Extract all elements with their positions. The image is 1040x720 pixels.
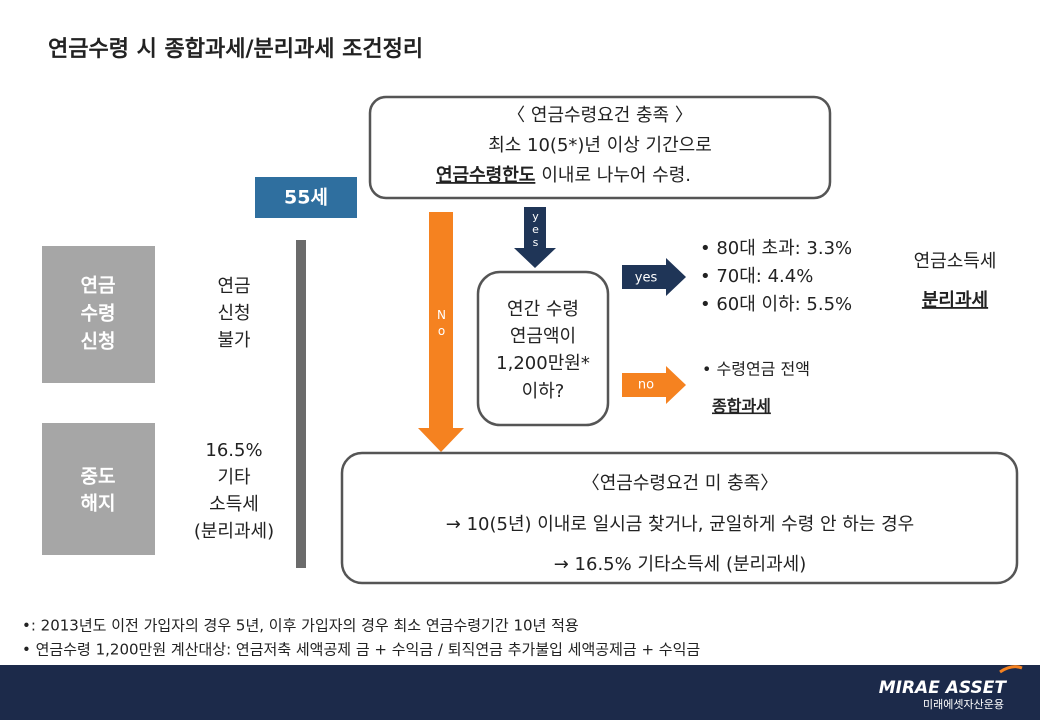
footnote: •: 2013년도 이전 가입자의 경우 5년, 이후 가입자의 경우 최소 연… [22,617,579,635]
age-marker: 55세 [284,187,328,209]
rate-bullet: • 70대: 4.4% [700,266,813,287]
top-line: 최소 10(5*)년 이상 기간으로 [488,135,712,156]
stage-result: 연금 [217,276,250,297]
tax-method: 종합과세 [712,397,771,416]
bottom-line: → 10(5년) 이내로 일시금 찾거나, 균일하게 수령 안 하는 경우 [446,514,914,535]
timeline-bar [296,240,306,568]
logo-name: MIRAE ASSET [879,678,1008,698]
stage-box [42,246,155,383]
yes-label: yes [635,271,658,286]
stage-result: 기타 [217,467,251,488]
stage-result: (분리과세) [194,521,274,542]
question-line: 연금액이 [510,326,576,347]
stage-label: 해지 [81,493,116,515]
stage-result: 소득세 [209,494,259,515]
stage-result: 16.5% [205,440,262,461]
stage-result: 불가 [217,330,250,351]
bottom-line: → 16.5% 기타소득세 (분리과세) [554,554,807,575]
stage-label: 연금 [81,275,116,297]
no-label: no [638,378,654,393]
yes-arrow [514,207,556,268]
no-bullet: • 수령연금 전액 [702,360,810,379]
top-line: 연금수령한도 이내로 나누어 수령. [436,165,691,186]
stage-label: 신청 [81,331,116,353]
bottom-heading: 〈연금수령요건 미 충족〉 [582,473,778,494]
question-box [476,270,610,427]
question-line: 이하? [522,381,565,402]
top-heading: 〈 연금수령요건 충족 〉 [507,105,693,126]
top-box [368,95,832,200]
rate-bullet: • 60대 이하: 5.5% [700,294,852,315]
logo-sub: 미래에셋자산운용 [923,698,1004,711]
footnote: • 연금수령 1,200만원 계산대상: 연금저축 세액공제 금 + 수익금 /… [22,641,700,659]
bottom-box [340,451,1019,585]
rate-bullet: • 80대 초과: 3.3% [700,238,852,259]
question-line: 1,200만원* [496,353,590,374]
tax-method: 분리과세 [922,290,988,311]
footer-bar [0,665,1040,720]
yes-right-arrow [622,258,686,296]
stage-label: 중도 [81,466,116,488]
no-arrow-label: No [435,308,449,340]
question-line: 연간 수령 [507,299,579,320]
emphasis: 연금수령한도 [436,165,535,186]
no-right-arrow [622,366,686,404]
age-marker-box [255,177,357,218]
logo-swoosh [999,665,1023,674]
no-arrow [418,212,464,452]
title: 연금수령 시 종합과세/분리과세 조건정리 [48,36,423,62]
stage-result: 신청 [217,303,250,324]
tax-type: 연금소득세 [914,251,997,272]
stage-label: 수령 [81,303,116,325]
yes-arrow-label: yes [529,210,542,249]
top-line-rest: 이내로 나누어 수령. [541,165,691,186]
stage-box [42,423,155,555]
